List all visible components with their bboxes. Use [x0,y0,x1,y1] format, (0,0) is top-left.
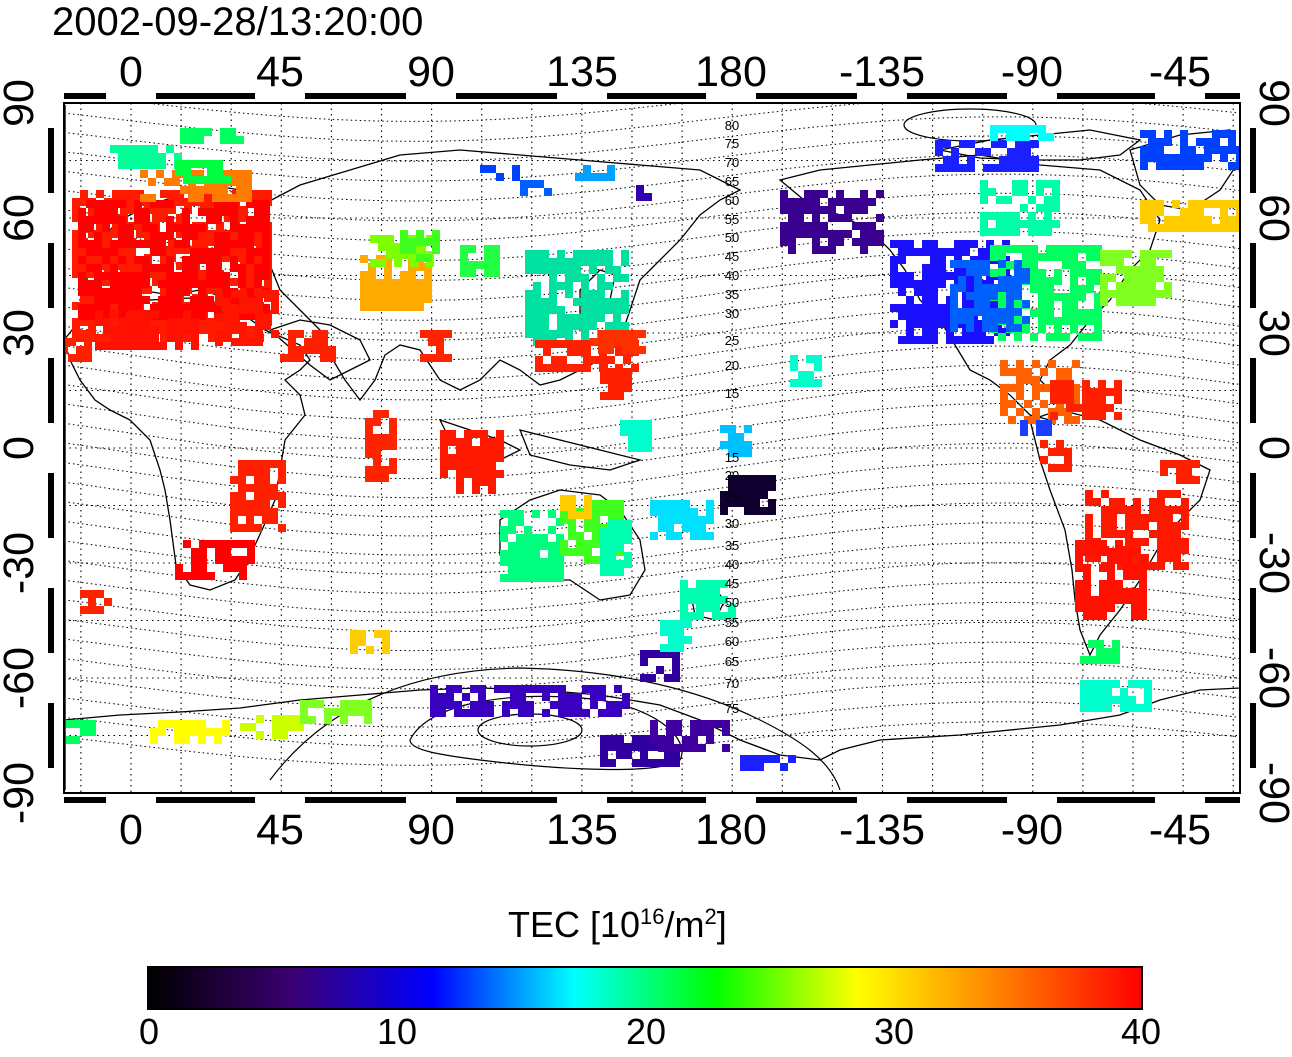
tec-colorbar [147,966,1143,1010]
magnetic-latitude-label: 40 [725,268,739,283]
map-plot-area: 80 75 70 65 60 55 50 45 40 35 30 25 20 15 15 20 25 30 35 40… [64,103,1240,793]
magnetic-latitude-label: 60 [725,634,739,649]
lat-tick-left: -60 [0,647,43,709]
magnetic-latitude-label: 30 [725,306,739,321]
magnetic-latitude-label: 25 [725,490,739,505]
lon-tick-top: 180 [695,48,767,96]
lon-tick-bottom: 45 [256,806,304,854]
lat-tick-right: -60 [1250,647,1292,709]
lon-tick-top: 135 [546,48,618,96]
lon-tick-top: 0 [119,48,143,96]
magnetic-latitude-label: 60 [725,193,739,208]
magnetic-latitude-label: 35 [725,287,739,302]
magnetic-latitude-label: 45 [725,249,739,264]
lon-tick-top: -90 [1001,48,1063,96]
lon-tick-top: -45 [1149,48,1211,96]
tec-measurements [64,125,1240,771]
plot-title: 2002-09-28/13:20:00 [52,0,424,44]
colorbar-tick-0: 0 [138,1011,160,1052]
magnetic-latitude-label: 45 [725,576,739,591]
lon-tick-bottom: 0 [119,806,143,854]
tec-map: 80 75 70 65 60 55 50 45 40 35 30 25 20 15 15 20 25 30 35 40… [0,48,1292,854]
magnetic-latitude-label: 35 [725,538,739,553]
lat-tick-left: 90 [0,79,43,127]
lon-tick-top: 45 [256,48,304,96]
magnetic-latitude-label: 65 [725,174,739,189]
lat-tick-right: -90 [1250,762,1292,824]
magnetic-latitude-label: 55 [725,615,739,630]
colorbar-title: TEC [1016/m2] [508,904,727,945]
lat-tick-right: 30 [1250,309,1292,357]
magnetic-latitude-label: 75 [725,136,739,151]
lon-tick-bottom: 90 [407,806,455,854]
magnetic-latitude-label: 75 [725,701,739,716]
lat-tick-right: 0 [1250,436,1292,460]
magnetic-latitude-label: 50 [725,595,739,610]
lat-tick-left: -90 [0,762,43,824]
lat-tick-right: 90 [1250,79,1292,127]
magnetic-latitude-labels: 80 75 70 65 60 55 50 45 40 35 30 25 20 15 15 20 25 30 35 40… [725,118,739,716]
frame-ticks [48,78,1256,818]
magnetic-latitude-label: 80 [725,118,739,133]
colorbar-tick-30: 30 [873,1011,915,1052]
lat-tick-right: -30 [1250,532,1292,594]
magnetic-latitude-label: 55 [725,212,739,227]
lon-tick-bottom: -135 [839,806,925,854]
plot-frame [63,102,1241,794]
magnetic-latitude-label: 25 [725,333,739,348]
magnetic-latitude-label: 15 [725,450,739,465]
magnetic-latitude-label: 15 [725,386,739,401]
lat-tick-left: -30 [0,532,43,594]
lat-tick-left: 30 [0,309,43,357]
lat-tick-left: 0 [0,436,43,460]
lon-tick-bottom: 180 [695,806,767,854]
colorbar-tick-20: 20 [625,1011,667,1052]
colorbar-tick-10: 10 [376,1011,418,1052]
magnetic-latitude-label: 20 [725,468,739,483]
magnetic-latitude-label: 70 [725,155,739,170]
colorbar-tick-40: 40 [1120,1011,1162,1052]
magnetic-latitude-label: 40 [725,557,739,572]
magnetic-latitude-label: 20 [725,358,739,373]
magnetic-latitude-label: 65 [725,654,739,669]
lon-tick-bottom: 135 [546,806,618,854]
lat-tick-right: 60 [1250,194,1292,242]
lat-tick-left: 60 [0,194,43,242]
axis-labels: 0 45 90 135 180 -135 -90 -450 45 90 135 180 -135 -90-… [0,48,1292,854]
lon-tick-bottom: -45 [1149,806,1211,854]
lon-tick-top: -135 [839,48,925,96]
lon-tick-top: 90 [407,48,455,96]
lon-tick-bottom: -90 [1001,806,1063,854]
magnetic-latitude-label: 50 [725,230,739,245]
magnetic-latitude-label: 70 [725,676,739,691]
magnetic-latitude-label: 30 [725,516,739,531]
